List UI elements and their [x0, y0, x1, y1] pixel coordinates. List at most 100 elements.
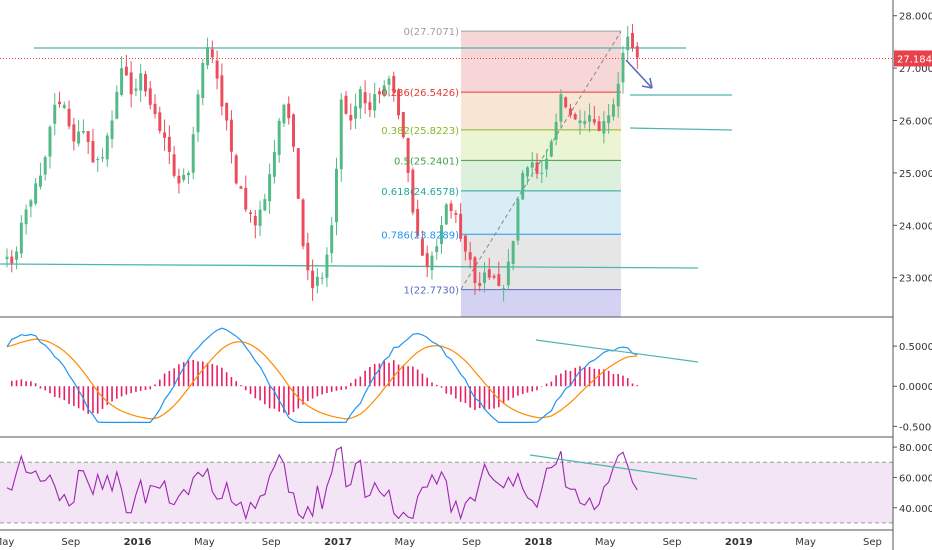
fibonacci-labels: 0(27.7071) 0.236(26.5426) 0.382(25.8223) 0.…	[381, 27, 459, 297]
candle-body	[611, 104, 615, 117]
candle-body	[48, 126, 52, 157]
candle-body	[43, 157, 47, 175]
candle-body	[387, 78, 391, 85]
candle-body	[530, 162, 534, 168]
time-axis-label: Sep	[262, 537, 281, 548]
candle-body	[497, 274, 501, 286]
candle-body	[344, 95, 348, 114]
candle-body	[406, 137, 410, 173]
candle-body	[540, 172, 544, 174]
candle-body	[29, 200, 33, 207]
price-axis[interactable]: 28.0000 27.0000 26.0000 25.0000 24.0000 23.00…	[893, 12, 932, 285]
candle-body	[62, 104, 66, 109]
candle-body	[592, 119, 596, 123]
candle-body	[172, 154, 176, 176]
rsi-panel	[0, 446, 893, 524]
candle-body	[315, 276, 319, 286]
candle-body	[67, 108, 71, 127]
macd-divergence-line	[535, 339, 699, 363]
candle-body	[96, 159, 100, 161]
candle-body	[134, 88, 138, 91]
candle-body	[554, 121, 558, 140]
last-price-badge: 27.1844	[894, 50, 932, 67]
fib-band	[461, 129, 621, 161]
candle-body	[626, 36, 630, 51]
candle-body	[306, 242, 310, 271]
candle-body	[320, 277, 324, 279]
trend-lines[interactable]	[0, 47, 733, 269]
candle-body	[578, 120, 582, 124]
candle-body	[521, 172, 525, 200]
rsi-line	[6, 446, 638, 521]
candle-body	[110, 120, 114, 139]
price-tick-label: 27.0000	[899, 64, 932, 75]
candle-body	[545, 158, 549, 170]
projection-arrow[interactable]	[625, 59, 653, 89]
time-axis-label: May	[194, 537, 215, 548]
time-axis-label: May	[795, 537, 816, 548]
rsi-tick-label: 80.0000	[899, 443, 932, 454]
rsi-tick-label: 40.0000	[899, 504, 932, 515]
fib-level-label: 0(27.7071)	[403, 27, 459, 38]
candle-body	[430, 255, 434, 271]
time-axis-label: May	[0, 537, 14, 548]
candle-body	[334, 168, 338, 223]
candle-body	[368, 102, 372, 111]
candle-body	[325, 254, 329, 278]
rsi-axis: 80.0000 60.0000 40.0000	[893, 443, 932, 515]
candle-body	[564, 97, 568, 108]
candle-body	[473, 257, 477, 283]
candle-body	[597, 121, 601, 131]
macd-axis: 0.5000 0.0000 -0.5000	[893, 342, 932, 433]
candle-body	[77, 131, 81, 144]
candle-body	[631, 32, 635, 48]
support-line	[0, 263, 699, 269]
candle-body	[201, 62, 205, 99]
candle-body	[115, 91, 119, 119]
candle-body	[607, 115, 611, 124]
candle-body	[559, 94, 563, 122]
candle-body	[105, 135, 109, 160]
candle-body	[506, 261, 510, 286]
candle-body	[24, 209, 28, 225]
candle-body	[206, 47, 210, 66]
candle-body	[354, 106, 358, 119]
time-axis-label: Sep	[61, 537, 80, 548]
candle-body	[363, 92, 367, 104]
candle-body	[177, 175, 181, 184]
macd-line	[6, 327, 638, 423]
candle-body	[153, 103, 157, 115]
candle-body	[5, 256, 9, 260]
candle-body	[401, 111, 405, 138]
candle-body	[129, 72, 133, 95]
fib-diagonal	[460, 31, 622, 290]
candle-body	[525, 167, 529, 177]
fibonacci-retracement[interactable]	[460, 30, 622, 317]
candle-body	[349, 114, 353, 121]
candle-body	[463, 235, 467, 252]
candle-body	[186, 172, 190, 176]
candle-body	[311, 270, 315, 289]
candle-body	[58, 101, 62, 105]
candle-body	[583, 120, 587, 125]
candle-body	[191, 134, 195, 173]
candle-body	[568, 108, 572, 116]
last-price-value: 27.1844	[897, 54, 932, 65]
fib-band	[461, 31, 621, 93]
macd-tick-label: -0.5000	[899, 422, 932, 433]
candle-body	[296, 148, 300, 199]
price-tick-label: 23.0000	[899, 274, 932, 285]
time-axis-label: 2018	[524, 537, 552, 548]
candle-body	[339, 99, 343, 170]
time-axis-label: 2019	[725, 537, 753, 548]
candle-body	[158, 112, 162, 131]
price-tick-label: 28.0000	[899, 12, 932, 23]
candle-body	[454, 212, 458, 215]
candle-body	[182, 174, 186, 180]
candle-body	[358, 89, 362, 109]
fib-band	[461, 234, 621, 290]
time-axis[interactable]: May Sep 2016 May Sep 2017 May Sep 2018 May Sep 2019…	[0, 537, 882, 548]
candle-body	[272, 151, 276, 177]
candle-body	[282, 104, 286, 124]
